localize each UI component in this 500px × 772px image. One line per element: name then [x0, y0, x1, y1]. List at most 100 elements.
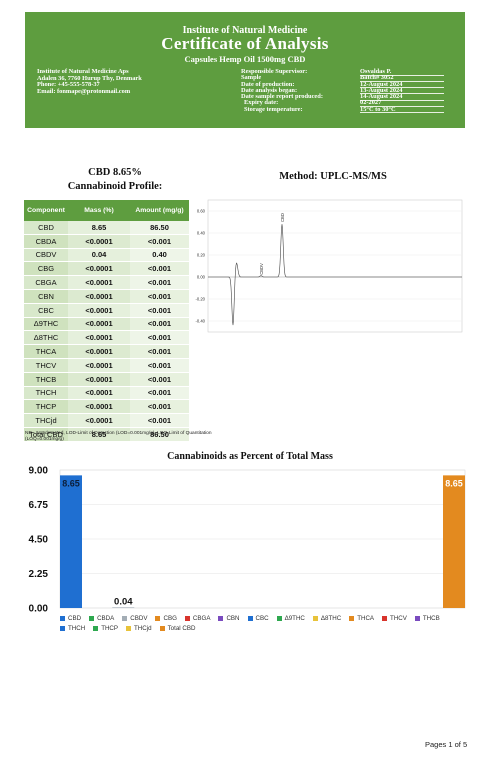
table-row: CBN <0.0001 <0.001	[24, 289, 189, 304]
legend-label: THCB	[422, 615, 440, 622]
field-production-date: Date of production: 12-August 2024	[241, 80, 451, 89]
mass-cell: <0.0001	[68, 330, 130, 346]
field-value: 12-August 2024	[360, 81, 444, 89]
amount-cell: <0.001	[130, 399, 189, 415]
peak-label-cbdv: CBDV	[259, 263, 264, 275]
field-label: Expiry date:	[244, 99, 279, 107]
component-cell: THCA	[24, 344, 68, 359]
percent-mass-bar-chart: 9.00 6.75 4.50 2.25 0.00 8.65 0.04 8.65	[29, 466, 466, 613]
field-label: Date sample report produced:	[241, 93, 323, 101]
y-tick-label: 2.25	[29, 569, 49, 580]
amount-cell: 0.40	[130, 248, 189, 263]
y-tick-label: 0.00	[29, 604, 49, 613]
field-value: Osvaldas P.	[360, 68, 444, 76]
table-row: CBGA <0.0001 <0.001	[24, 275, 189, 290]
chromatogram-chart: 0.60 0.40 0.20 0.00 -0.20 -0.40 CBDV CBD	[195, 199, 463, 333]
legend-label: Δ8THC	[320, 615, 342, 622]
table-body: CBD 8.65 86.50 CBDA <0.0001 <0.001 CBDV 0.04 0.4…	[24, 221, 189, 442]
legend-swatch	[122, 615, 128, 621]
legend-item: Total CBD	[159, 624, 196, 634]
legend-label: THCP	[101, 625, 119, 632]
product-name: Capsules Hemp Oil 1500mg CBD	[184, 54, 306, 64]
legend-label: THCH	[68, 625, 86, 632]
data-label: 8.65	[445, 478, 463, 488]
table-row: THCA <0.0001 <0.001	[24, 344, 189, 359]
field-expiry: Expiry date: 02-2027	[241, 99, 451, 108]
y-tick-label: -0.40	[195, 319, 205, 324]
component-cell: THCB	[24, 372, 68, 387]
component-cell: THCjd	[24, 413, 68, 428]
column-header: Component	[24, 200, 68, 221]
field-value: 13-August 2024	[360, 87, 444, 95]
legend-swatch	[218, 615, 224, 621]
amount-cell: <0.001	[130, 234, 189, 249]
column-header: Amount (mg/g)	[130, 200, 189, 221]
mass-cell: 8.65	[68, 427, 130, 442]
column-header: Mass (%)	[68, 200, 130, 221]
field-label: Date of production:	[241, 80, 295, 88]
legend-item: CBDA	[89, 614, 114, 624]
mass-cell: 8.65	[68, 221, 130, 235]
table-row: CBDV 0.04 0.40	[24, 248, 189, 263]
y-tick-label: 0.00	[197, 275, 206, 280]
y-tick-label: 9.00	[29, 466, 49, 477]
table-row: CBDA <0.0001 <0.001	[24, 234, 189, 249]
field-analysis-began: Date analysis began: 13-August 2024	[241, 87, 451, 95]
mass-cell: <0.0001	[68, 386, 130, 401]
component-cell: CBDV	[24, 248, 68, 263]
legend-label: CBN	[226, 615, 240, 622]
table-row: THCP <0.0001 <0.001	[24, 399, 189, 415]
mass-cell: <0.0001	[68, 358, 130, 373]
amount-cell: 86.50	[130, 427, 189, 442]
company-info: Institute of Natural Medicine Aps Adalen…	[37, 68, 142, 95]
component-cell: CBDA	[24, 234, 68, 249]
table-row: Total CBD 8.65 86.50	[24, 427, 189, 442]
legend-label: THCjd	[134, 625, 152, 632]
y-tick-label: 4.50	[29, 535, 49, 546]
legend-swatch	[247, 615, 253, 621]
mass-cell: <0.0001	[68, 261, 130, 277]
legend-label: CBDA	[97, 615, 115, 622]
amount-cell: <0.001	[130, 413, 189, 428]
mass-cell: 0.04	[68, 248, 130, 263]
table-row: THCB <0.0001 <0.001	[24, 372, 189, 387]
legend-item: CBG	[155, 614, 177, 624]
field-storage: Storage temperature: 15°C to 30°C	[241, 105, 451, 114]
amount-cell: <0.001	[130, 261, 189, 277]
company-email: Email: fonmape@protonmail.com	[37, 87, 131, 95]
field-label: Storage temperature:	[244, 105, 303, 113]
field-label: Responsible Supervisor:	[241, 68, 308, 75]
legend-swatch	[349, 615, 355, 621]
cbd-percent-heading: CBD 8.65%	[88, 167, 142, 178]
company-name: Institute of Natural Medicine Aps	[37, 68, 129, 75]
component-cell: CBN	[24, 289, 68, 304]
legend-label: Total CBD	[167, 625, 196, 632]
legend-swatch	[60, 625, 65, 631]
institute-name: Institute of Natural Medicine	[182, 25, 308, 36]
legend-swatch	[184, 615, 190, 621]
component-cell: CBC	[24, 303, 68, 318]
bar-chart-title: Cannabinoids as Percent of Total Mass	[167, 451, 333, 462]
table-row: Δ8THC <0.0001 <0.001	[24, 330, 189, 346]
legend-swatch	[60, 615, 65, 621]
field-value: 14-August 2024	[360, 94, 444, 101]
company-phone: Phone: +45-555-578-37	[37, 81, 100, 89]
y-tick-label: 0.20	[197, 253, 206, 258]
component-cell: THCH	[24, 386, 68, 401]
legend-item: CBC	[247, 614, 269, 624]
legend-item: Δ9THC	[276, 614, 305, 624]
method-heading: Method: UPLC-MS/MS	[279, 171, 387, 182]
page-counter: Pages 1 of 5	[425, 740, 468, 749]
table-row: THCjd <0.0001 <0.001	[24, 413, 189, 428]
table-header-row: Component Mass (%) Amount (mg/g)	[24, 200, 189, 221]
cannabinoid-table: Component Mass (%) Amount (mg/g) CBD 8.65…	[24, 200, 189, 442]
amount-cell: <0.001	[130, 303, 189, 318]
legend-swatch	[89, 615, 95, 621]
amount-cell: 86.50	[130, 221, 189, 235]
field-label: Sample	[241, 74, 262, 82]
amount-cell: <0.001	[130, 386, 189, 401]
company-address: Adalen 36, 7760 Hurup Thy, Denmark	[37, 74, 142, 82]
legend-item: CBD	[60, 614, 81, 624]
legend-swatch	[159, 625, 165, 631]
data-label: 0.04	[114, 596, 133, 607]
